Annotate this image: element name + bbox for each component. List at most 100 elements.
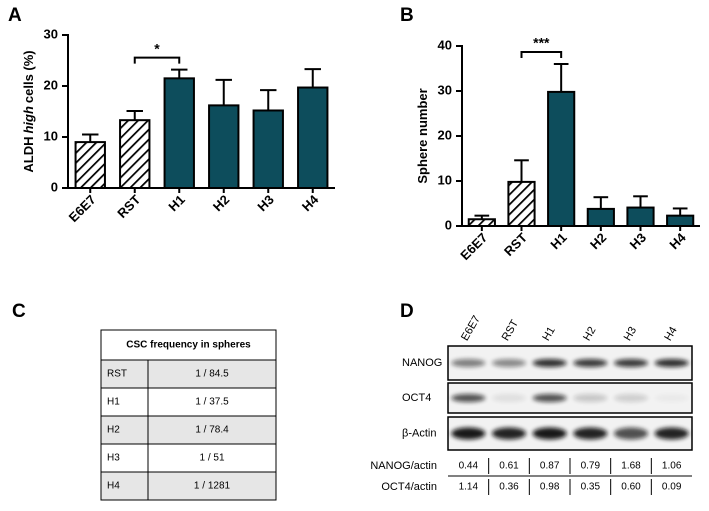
table-cell: 1 / 51 xyxy=(199,453,224,464)
y-axis-label-part: Sphere number xyxy=(415,88,430,183)
table-cell: 1 / 37.5 xyxy=(195,397,229,408)
lane-label: E6E7 xyxy=(459,314,483,343)
bar xyxy=(252,109,284,189)
x-tick-label: H2 xyxy=(210,192,232,214)
table-cell: H4 xyxy=(107,481,120,492)
band xyxy=(655,394,689,402)
x-tick-label: RST xyxy=(501,230,530,259)
y-tick-label: 0 xyxy=(445,217,452,232)
quant-value: 0.36 xyxy=(499,482,519,493)
table-cell: H1 xyxy=(107,397,120,408)
band xyxy=(491,427,527,440)
bar xyxy=(163,77,195,189)
x-tick-label: H3 xyxy=(254,192,276,214)
quant-value: 0.61 xyxy=(499,461,519,472)
bar xyxy=(297,86,329,189)
band xyxy=(491,359,527,367)
x-tick-label: H1 xyxy=(165,192,187,214)
quant-label: NANOG/actin xyxy=(370,460,437,472)
bar xyxy=(507,180,536,227)
table-row xyxy=(100,415,277,445)
panel-label: C xyxy=(12,301,26,322)
band-label: NANOG xyxy=(402,357,442,369)
table-row xyxy=(100,443,277,473)
table-row xyxy=(100,471,277,501)
lane-label: H4 xyxy=(662,325,679,343)
band-label: OCT4 xyxy=(402,392,431,404)
quant-value: 0.44 xyxy=(459,461,479,472)
y-tick-label: 20 xyxy=(438,127,452,142)
significance-label: *** xyxy=(533,35,550,51)
table-cell: H2 xyxy=(107,425,120,436)
x-tick-label: H1 xyxy=(547,230,569,252)
band xyxy=(451,427,486,440)
band xyxy=(613,427,649,440)
quant-value: 1.06 xyxy=(662,461,682,472)
x-tick-label: RST xyxy=(114,192,143,221)
table-row xyxy=(100,387,277,417)
blot-panel xyxy=(447,382,693,414)
y-tick-label: 40 xyxy=(438,37,452,52)
band xyxy=(613,394,649,402)
significance-bracket xyxy=(133,56,181,64)
bar xyxy=(74,141,106,190)
bar xyxy=(467,218,496,227)
table-header: CSC frequency in spheres xyxy=(126,340,251,351)
quant-value: 0.09 xyxy=(662,482,682,493)
panel-label: B xyxy=(400,5,414,26)
panel-label: A xyxy=(8,5,22,26)
table-cell: 1 / 78.4 xyxy=(195,425,229,436)
y-axis-label-part: high xyxy=(21,106,36,133)
y-tick-label: 20 xyxy=(44,77,58,92)
quant-value: 1.68 xyxy=(621,461,641,472)
bar xyxy=(547,90,576,228)
lane-label: H3 xyxy=(622,325,639,343)
y-axis-label-part: ALDH xyxy=(21,137,36,173)
quant-value: 0.35 xyxy=(581,482,601,493)
bar xyxy=(626,206,655,228)
table-header-cell xyxy=(100,329,277,361)
y-tick-label: 10 xyxy=(438,172,452,187)
y-tick-label: 10 xyxy=(44,128,58,143)
band-label: β-Actin xyxy=(402,427,436,439)
lane-label: H2 xyxy=(581,325,598,343)
band xyxy=(451,359,486,367)
quant-value: 1.14 xyxy=(459,482,479,493)
band xyxy=(451,394,486,402)
y-axis-label: Sphere number xyxy=(415,88,430,183)
table-cell: RST xyxy=(107,369,127,380)
band xyxy=(532,394,567,402)
band xyxy=(654,359,689,367)
table-cell: 1 / 1281 xyxy=(194,481,231,492)
quant-value: 0.79 xyxy=(581,461,601,472)
y-axis-label-part: cells (%) xyxy=(21,50,36,103)
x-tick-label: E6E7 xyxy=(457,230,490,263)
lane-label: H1 xyxy=(540,325,557,343)
band xyxy=(532,427,567,440)
y-tick-label: 30 xyxy=(438,82,452,97)
band xyxy=(491,394,527,402)
y-tick-label: 30 xyxy=(44,26,58,41)
band xyxy=(613,359,649,367)
band xyxy=(573,394,608,402)
bar xyxy=(666,214,695,227)
significance-bracket xyxy=(520,51,563,58)
x-tick-label: H4 xyxy=(666,229,689,252)
quant-value: 0.87 xyxy=(540,461,560,472)
y-axis-label: ALDH high cells (%) xyxy=(21,50,36,172)
blot-panel xyxy=(447,416,693,451)
bar xyxy=(208,104,240,189)
lane-label: RST xyxy=(500,318,522,343)
panel-label: D xyxy=(400,301,414,322)
bar xyxy=(586,207,615,227)
bar xyxy=(119,119,151,189)
band xyxy=(573,359,608,367)
significance-label: * xyxy=(154,40,160,56)
band xyxy=(654,427,689,440)
quant-label: OCT4/actin xyxy=(381,481,437,493)
table-row xyxy=(100,359,277,389)
quant-value: 0.60 xyxy=(621,482,641,493)
table-cell: 1 / 84.5 xyxy=(195,369,229,380)
x-tick-label: H2 xyxy=(587,230,609,252)
